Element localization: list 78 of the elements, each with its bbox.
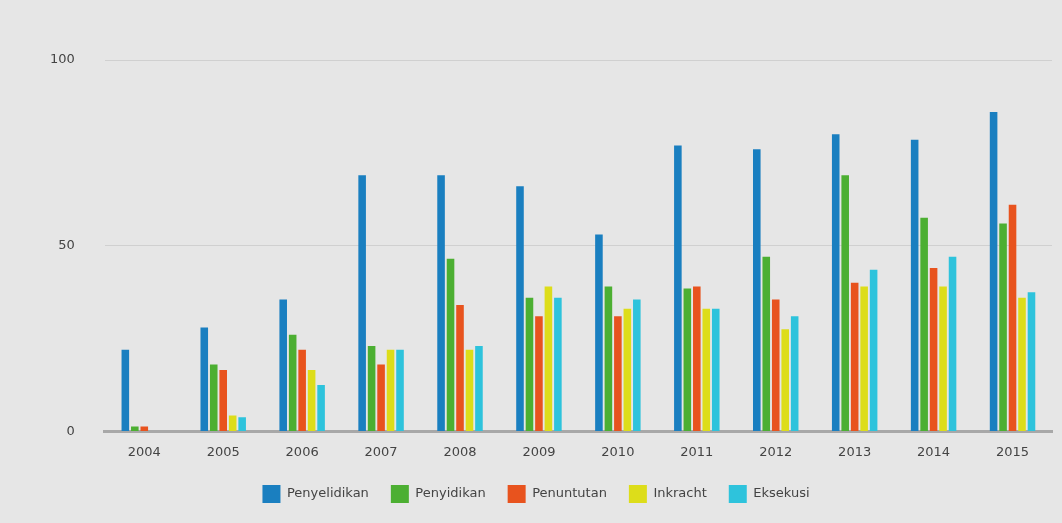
x-tick-label: 2006 bbox=[285, 443, 319, 459]
bar bbox=[999, 223, 1007, 431]
bar bbox=[948, 256, 957, 431]
bar bbox=[860, 286, 868, 431]
bar bbox=[307, 370, 316, 431]
bar bbox=[525, 297, 534, 431]
bar bbox=[317, 384, 325, 431]
x-tick-label: 2013 bbox=[838, 443, 872, 459]
bar bbox=[841, 175, 849, 431]
bar bbox=[614, 316, 622, 431]
bar bbox=[367, 345, 376, 431]
x-tick-label: 2004 bbox=[127, 443, 161, 459]
bar bbox=[298, 349, 306, 431]
bar bbox=[279, 299, 287, 431]
bar bbox=[604, 286, 613, 431]
bar bbox=[121, 349, 130, 431]
bar bbox=[633, 299, 641, 431]
bar bbox=[1027, 292, 1036, 431]
x-tick-label: 2009 bbox=[522, 443, 556, 459]
bar bbox=[711, 308, 720, 431]
bar bbox=[939, 286, 947, 431]
bar bbox=[219, 370, 227, 431]
bar bbox=[238, 417, 246, 431]
bar bbox=[396, 349, 404, 431]
bar bbox=[693, 286, 701, 431]
bar bbox=[702, 308, 711, 431]
x-tick-label: 2007 bbox=[364, 443, 398, 459]
bar bbox=[140, 426, 149, 431]
bar bbox=[465, 349, 474, 431]
y-tick-label: 0 bbox=[66, 422, 75, 438]
bar bbox=[554, 297, 562, 431]
bar bbox=[989, 112, 998, 431]
legend-label: Penyelidikan bbox=[286, 485, 369, 501]
legend-label: Penuntutan bbox=[532, 485, 607, 501]
bar bbox=[475, 345, 483, 431]
bar bbox=[920, 217, 928, 431]
legend-label: Inkracht bbox=[653, 485, 707, 501]
x-tick-label: 2012 bbox=[759, 443, 793, 459]
bar bbox=[446, 258, 455, 431]
bar bbox=[377, 364, 385, 431]
bar bbox=[753, 149, 761, 431]
legend-label: Eksekusi bbox=[753, 485, 810, 501]
bar bbox=[781, 329, 789, 431]
bar bbox=[595, 234, 603, 431]
bar bbox=[929, 267, 938, 431]
bar bbox=[386, 349, 395, 431]
bar bbox=[869, 269, 878, 431]
bar bbox=[831, 134, 840, 431]
bar bbox=[516, 186, 524, 431]
bar bbox=[437, 175, 445, 431]
bar bbox=[1008, 204, 1017, 431]
bar bbox=[228, 415, 237, 431]
bar bbox=[674, 145, 682, 431]
y-tick-label: 100 bbox=[49, 51, 75, 67]
bar bbox=[910, 139, 919, 431]
x-tick-label: 2010 bbox=[601, 443, 635, 459]
bar bbox=[683, 288, 692, 431]
bar bbox=[456, 305, 464, 431]
bar bbox=[1018, 297, 1026, 431]
bar bbox=[209, 364, 218, 431]
bar bbox=[850, 282, 859, 431]
x-tick-label: 2011 bbox=[680, 443, 714, 459]
y-tick-label: 50 bbox=[58, 237, 75, 253]
x-tick-label: 2008 bbox=[443, 443, 477, 459]
legend-label: Penyidikan bbox=[415, 485, 486, 501]
bar bbox=[771, 299, 780, 431]
bar bbox=[623, 308, 632, 431]
bar bbox=[544, 286, 553, 431]
bar bbox=[288, 334, 297, 431]
bar bbox=[790, 316, 799, 431]
bar bbox=[131, 426, 139, 431]
bar bbox=[535, 316, 543, 431]
bar bbox=[200, 327, 209, 431]
bar bbox=[358, 175, 366, 431]
x-tick-label: 2015 bbox=[995, 443, 1030, 459]
x-tick-label: 2005 bbox=[206, 443, 240, 459]
x-tick-label: 2014 bbox=[917, 443, 951, 459]
bar bbox=[762, 256, 771, 431]
